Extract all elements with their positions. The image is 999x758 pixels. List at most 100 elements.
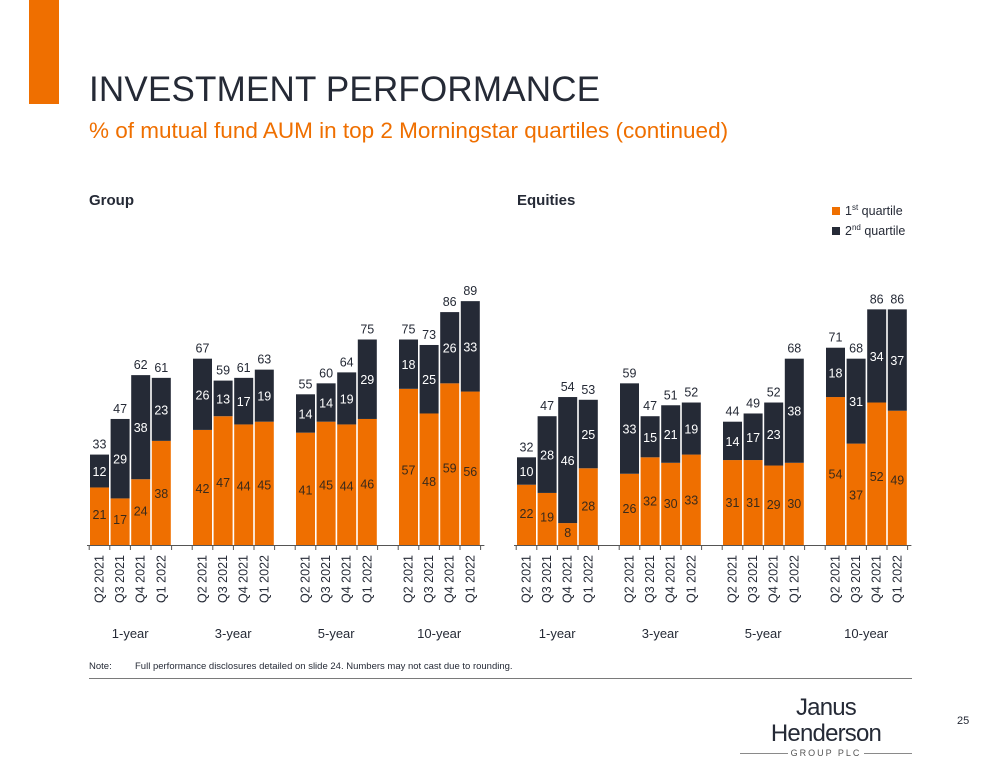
legend-label: 1st quartile	[845, 203, 903, 219]
period-label: 5-year	[745, 626, 783, 641]
data-label-2nd-quartile: 13	[216, 392, 230, 406]
data-label-total: 68	[787, 342, 801, 356]
x-tick-label: Q1 2022	[154, 555, 168, 603]
bar-1st-quartile	[661, 462, 681, 545]
data-label-2nd-quartile: 28	[540, 449, 554, 463]
x-tick-label: Q1 2022	[684, 555, 698, 603]
janus-henderson-logo: Janus Henderson GROUP PLC	[740, 694, 913, 758]
x-tick-label: Q2 2021	[299, 555, 313, 603]
data-label-1st-quartile: 46	[360, 477, 374, 491]
data-label-total: 71	[829, 331, 843, 345]
data-label-total: 68	[849, 342, 863, 356]
data-label-1st-quartile: 54	[829, 467, 843, 481]
period-label: 3-year	[215, 626, 253, 641]
bar-1st-quartile	[460, 391, 480, 545]
legend-item-2nd-quartile: 2nd quartile	[832, 221, 905, 241]
bar-1st-quartile	[784, 462, 804, 545]
x-tick-label: Q1 2022	[890, 555, 904, 603]
bar-1st-quartile	[254, 421, 274, 545]
bar-1st-quartile	[337, 424, 357, 545]
slide-title: INVESTMENT PERFORMANCE	[89, 70, 601, 109]
data-label-2nd-quartile: 23	[767, 428, 781, 442]
bar-2nd-quartile	[193, 358, 212, 430]
bar-1st-quartile	[131, 479, 151, 545]
data-label-1st-quartile: 26	[623, 502, 637, 516]
bar-1st-quartile	[764, 465, 784, 545]
x-tick-label: Q1 2022	[463, 555, 477, 603]
data-label-total: 86	[870, 292, 884, 306]
data-label-2nd-quartile: 21	[664, 428, 678, 442]
bar-2nd-quartile	[460, 301, 480, 392]
data-label-2nd-quartile: 19	[257, 390, 271, 404]
data-label-total: 44	[726, 405, 740, 419]
data-label-2nd-quartile: 46	[561, 454, 575, 468]
bar-2nd-quartile	[537, 416, 557, 493]
bar-2nd-quartile	[826, 347, 845, 398]
data-label-1st-quartile: 57	[402, 464, 416, 478]
bar-1st-quartile	[357, 418, 377, 545]
data-label-total: 59	[623, 366, 637, 380]
data-label-1st-quartile: 30	[787, 497, 801, 511]
group-chart-title: Group	[89, 192, 134, 209]
bar-2nd-quartile	[110, 418, 130, 499]
bar-1st-quartile	[90, 487, 109, 545]
period-label: 1-year	[112, 626, 150, 641]
bar-1st-quartile	[517, 484, 536, 545]
bar-1st-quartile	[213, 416, 233, 545]
data-label-total: 32	[520, 440, 534, 454]
bar-1st-quartile	[867, 402, 887, 545]
x-tick-label: Q1 2022	[787, 555, 801, 603]
bar-1st-quartile	[887, 410, 907, 545]
data-label-1st-quartile: 47	[216, 476, 230, 490]
data-label-2nd-quartile: 25	[422, 373, 436, 387]
bar-1st-quartile	[846, 443, 866, 545]
data-label-total: 64	[340, 355, 354, 369]
bar-1st-quartile	[743, 460, 763, 545]
bar-1st-quartile	[578, 468, 598, 545]
x-tick-label: Q2 2021	[402, 555, 416, 603]
logo-name: Janus Henderson	[770, 694, 882, 747]
accent-bar	[29, 0, 59, 104]
x-tick-label: Q3 2021	[540, 555, 554, 603]
data-label-total: 47	[113, 402, 127, 416]
x-tick-label: Q2 2021	[520, 555, 534, 603]
data-label-total: 73	[422, 328, 436, 342]
data-label-1st-quartile: 37	[849, 488, 863, 502]
legend-swatch-dark	[832, 227, 840, 235]
data-label-2nd-quartile: 15	[643, 431, 657, 445]
x-tick-label: Q4 2021	[134, 555, 148, 603]
bar-1st-quartile	[234, 424, 254, 545]
data-label-1st-quartile: 31	[726, 496, 740, 510]
bar-2nd-quartile	[620, 383, 639, 474]
bar-2nd-quartile	[234, 377, 254, 425]
note-label: Note:	[89, 661, 112, 672]
data-label-2nd-quartile: 17	[746, 431, 760, 445]
bar-2nd-quartile	[681, 402, 701, 455]
period-label: 3-year	[642, 626, 680, 641]
legend-item-1st-quartile: 1st quartile	[832, 201, 905, 221]
data-label-2nd-quartile: 23	[154, 403, 168, 417]
data-label-2nd-quartile: 34	[870, 350, 884, 364]
data-label-2nd-quartile: 19	[340, 392, 354, 406]
data-label-1st-quartile: 19	[540, 511, 554, 525]
x-tick-label: Q2 2021	[623, 555, 637, 603]
data-label-1st-quartile: 8	[564, 526, 571, 540]
x-tick-label: Q2 2021	[829, 555, 843, 603]
data-label-1st-quartile: 38	[154, 487, 168, 501]
x-tick-label: Q2 2021	[196, 555, 210, 603]
data-label-2nd-quartile: 29	[360, 373, 374, 387]
bar-2nd-quartile	[661, 405, 681, 463]
data-label-total: 62	[134, 358, 148, 372]
note-text: Full performance disclosures detailed on…	[135, 661, 513, 672]
data-label-1st-quartile: 33	[684, 493, 698, 507]
data-label-total: 53	[581, 383, 595, 397]
bar-2nd-quartile	[357, 339, 377, 419]
data-label-total: 47	[643, 399, 657, 413]
slide-subtitle: % of mutual fund AUM in top 2 Morningsta…	[89, 118, 729, 143]
bar-2nd-quartile	[254, 369, 274, 422]
bar-1st-quartile	[399, 388, 418, 545]
data-label-2nd-quartile: 33	[463, 340, 477, 354]
data-label-2nd-quartile: 33	[623, 423, 637, 437]
data-label-total: 63	[257, 353, 271, 367]
